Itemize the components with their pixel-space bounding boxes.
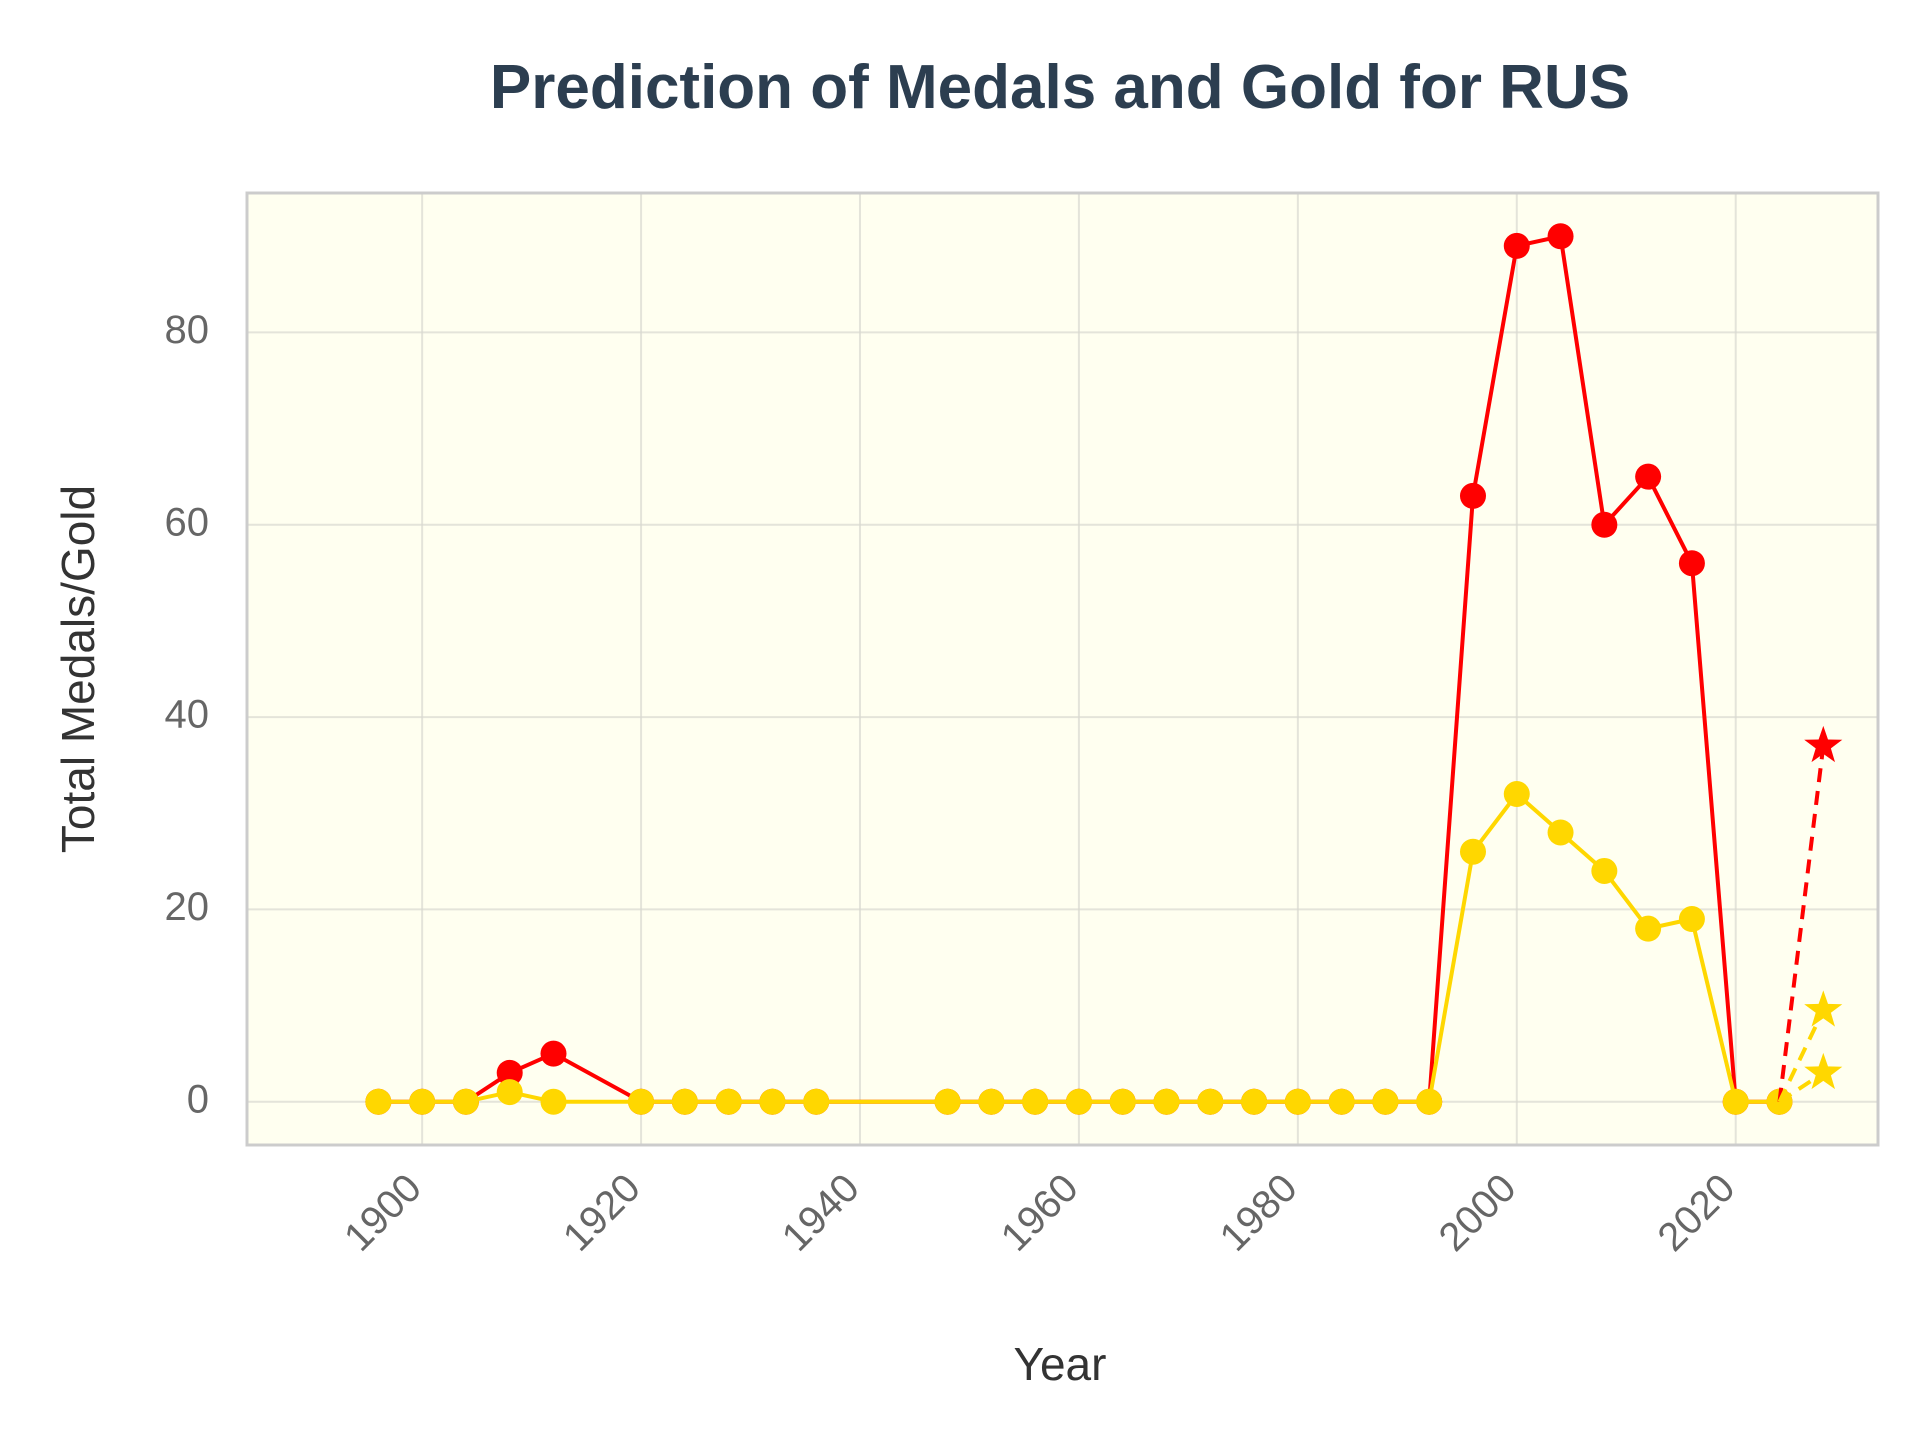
data-point [1635,915,1662,942]
series-3 [1777,725,1843,1102]
data-point [1591,511,1618,538]
data-point [1459,838,1486,865]
data-point [540,1040,567,1067]
data-point [671,1088,698,1115]
data-point [1065,1088,1092,1115]
y-tick-label: 20 [165,885,210,929]
data-point [1503,781,1530,808]
data-point [496,1079,523,1106]
data-point-star [1804,1052,1843,1090]
data-point [1153,1088,1180,1115]
data-point [365,1088,392,1115]
plot-frame [245,191,1880,1147]
data-point [1678,906,1705,933]
chart-title: Prediction of Medals and Gold for RUS [490,53,1630,122]
series-line [1778,1071,1825,1104]
data-point [540,1088,567,1115]
data-point [1547,223,1574,250]
data-point [978,1088,1005,1115]
data-point [1547,819,1574,846]
data-point [1284,1088,1311,1115]
data-point [409,1088,436,1115]
data-point [496,1059,523,1086]
data-point [1635,463,1662,490]
data-point [1022,1088,1049,1115]
series-2 [365,781,1793,1115]
data-point [1372,1088,1399,1115]
data-point [1678,550,1705,577]
y-tick-label: 80 [165,308,210,352]
x-axis-label: Year [1014,1338,1107,1390]
data-point [1503,232,1530,259]
y-tick-label: 0 [187,1077,209,1121]
data-point [628,1088,655,1115]
data-point [1241,1088,1268,1115]
data-point [1197,1088,1224,1115]
data-point [715,1088,742,1115]
data-point [452,1088,479,1115]
data-point [1459,482,1486,509]
data-point [1722,1088,1749,1115]
y-tick-label: 60 [165,500,210,544]
series-line [1777,745,1826,1102]
data-point [1591,857,1618,884]
data-point [1109,1088,1136,1115]
y-tick-label: 40 [165,693,210,737]
data-point-star [1804,990,1843,1027]
plot-area [247,193,1878,1145]
series-4 [1777,990,1843,1103]
data-point-star [1804,725,1843,763]
data-point [1328,1088,1355,1115]
data-point [759,1088,786,1115]
series-line [1777,1009,1826,1103]
data-point [1416,1088,1443,1115]
series-5 [1778,1052,1843,1104]
data-point [934,1088,961,1115]
data-point [803,1088,830,1115]
y-axis-label: Total Medals/Gold [52,485,104,853]
series-layer [365,223,1843,1115]
